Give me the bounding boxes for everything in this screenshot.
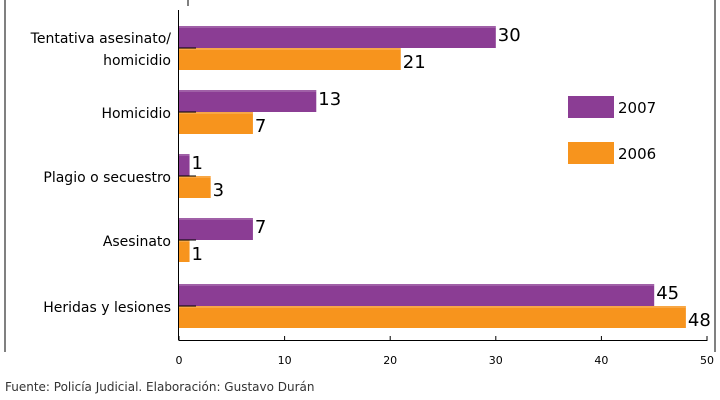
data-label-2007-3: 7 xyxy=(255,217,266,238)
bar-2006-3 xyxy=(179,240,190,262)
x-tick-label-50: 50 xyxy=(700,354,714,367)
bar-highlight-2007-2 xyxy=(179,154,190,156)
category-label-3-0: Asesinato xyxy=(103,234,171,250)
category-label-1-0: Homicidio xyxy=(101,106,171,122)
bar-highlight-2007-1 xyxy=(179,90,317,92)
bar-2007-2 xyxy=(179,154,190,176)
x-tick-label-20: 20 xyxy=(383,354,397,367)
bar-2006-0 xyxy=(179,48,401,70)
data-label-2007-2: 1 xyxy=(192,153,203,174)
source-note: Fuente: Policía Judicial. Elaboración: G… xyxy=(5,380,315,394)
legend-swatch-2007 xyxy=(568,96,614,118)
category-label-2-0: Plagio o secuestro xyxy=(43,170,171,186)
data-label-2006-2: 3 xyxy=(213,180,224,201)
x-tick-label-30: 30 xyxy=(489,354,503,367)
bar-2007-3 xyxy=(179,218,253,240)
legend-label-2006: 2006 xyxy=(618,145,656,163)
category-label-0-0: Tentativa asesinato/ xyxy=(30,31,172,47)
x-tick-label-10: 10 xyxy=(278,354,292,367)
bar-highlight-2007-3 xyxy=(179,218,253,220)
data-label-2006-1: 7 xyxy=(255,116,266,137)
category-label-0-1: homicidio xyxy=(103,53,171,69)
bar-highlight-2006-3 xyxy=(179,240,190,242)
data-label-2006-3: 1 xyxy=(192,244,203,265)
bar-highlight-2006-1 xyxy=(179,112,253,114)
data-label-2006-4: 48 xyxy=(688,310,711,331)
category-label-4-0: Heridas y lesiones xyxy=(43,300,171,316)
bar-2006-2 xyxy=(179,176,211,198)
data-label-2007-1: 13 xyxy=(318,89,341,110)
bar-highlight-2006-2 xyxy=(179,176,211,178)
bar-highlight-2006-0 xyxy=(179,48,401,50)
bar-2006-4 xyxy=(179,306,686,328)
x-tick-label-40: 40 xyxy=(594,354,608,367)
data-label-2007-0: 30 xyxy=(498,25,521,46)
bar-2007-1 xyxy=(179,90,317,112)
bar-highlight-2006-4 xyxy=(179,306,686,308)
bar-2007-4 xyxy=(179,284,655,306)
data-label-2006-0: 21 xyxy=(403,52,426,73)
bar-highlight-2007-4 xyxy=(179,284,655,286)
bar-2007-0 xyxy=(179,26,496,48)
data-label-2007-4: 45 xyxy=(656,283,679,304)
legend-label-2007: 2007 xyxy=(618,99,656,117)
bar-2006-1 xyxy=(179,112,253,134)
bar-highlight-2007-0 xyxy=(179,26,496,28)
legend-swatch-2006 xyxy=(568,142,614,164)
x-tick-label-0: 0 xyxy=(176,354,183,367)
